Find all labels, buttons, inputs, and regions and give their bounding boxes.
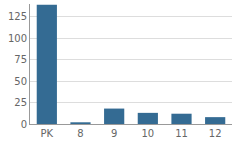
svg-text:0: 0 (21, 119, 27, 130)
svg-text:PK: PK (41, 128, 54, 139)
svg-text:75: 75 (14, 54, 27, 65)
svg-text:8: 8 (77, 128, 83, 139)
svg-text:12: 12 (209, 128, 222, 139)
svg-text:9: 9 (111, 128, 117, 139)
svg-text:11: 11 (175, 128, 188, 139)
svg-text:50: 50 (14, 76, 27, 87)
svg-text:125: 125 (8, 11, 27, 22)
svg-text:10: 10 (141, 128, 154, 139)
svg-text:25: 25 (14, 97, 27, 108)
svg-text:100: 100 (8, 33, 27, 44)
